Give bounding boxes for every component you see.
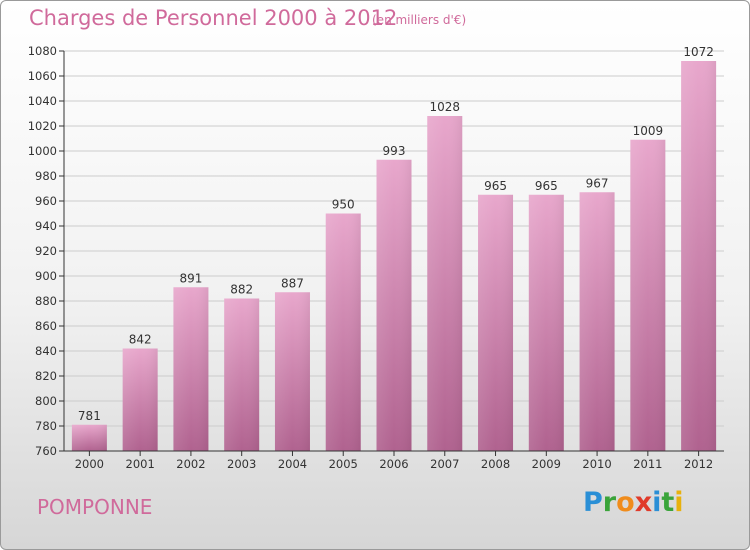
logo-letter: t <box>661 487 675 518</box>
data-label: 1009 <box>633 124 664 138</box>
x-tick-label: 2011 <box>633 457 662 471</box>
bar-shine <box>71 424 107 451</box>
data-label: 882 <box>230 283 253 297</box>
data-label: 781 <box>78 409 101 423</box>
bar-shine <box>478 194 514 451</box>
y-tick-label: 940 <box>35 219 57 233</box>
bar-shine <box>325 213 361 451</box>
data-label: 842 <box>129 333 152 347</box>
x-tick-label: 2003 <box>227 457 256 471</box>
y-tick-label: 780 <box>35 419 57 433</box>
bars <box>71 61 717 451</box>
y-tick-label: 920 <box>35 244 57 258</box>
logo-letter: o <box>616 487 635 518</box>
data-label: 1072 <box>683 45 714 59</box>
y-tick-label: 1040 <box>28 94 57 108</box>
x-tick-label: 2006 <box>379 457 408 471</box>
y-tick-label: 980 <box>35 169 57 183</box>
x-tick-label: 2000 <box>75 457 104 471</box>
data-label: 967 <box>586 176 609 190</box>
chart-title: Charges de Personnel 2000 à 2012 <box>29 6 398 30</box>
bar-shine <box>681 61 717 451</box>
y-tick-label: 800 <box>35 394 57 408</box>
axes <box>59 50 724 456</box>
commune-name: POMPONNE <box>37 495 153 519</box>
y-tick-label: 840 <box>35 344 57 358</box>
data-label: 993 <box>383 144 406 158</box>
y-tick-label: 900 <box>35 269 57 283</box>
y-tick-label: 820 <box>35 369 57 383</box>
data-label: 950 <box>332 198 355 212</box>
logo-letter: x <box>634 487 653 518</box>
labels: 760 780 800 820 840 860 880 900 920 940 960 980 1000… <box>28 44 714 471</box>
x-tick-label: 2002 <box>176 457 205 471</box>
bar-shine <box>528 194 564 451</box>
y-tick-label: 880 <box>35 294 57 308</box>
y-tick-label: 1020 <box>28 119 57 133</box>
y-tick-label: 760 <box>35 444 57 458</box>
proxiti-logo: Proxiti <box>583 487 684 518</box>
x-tick-label: 2004 <box>278 457 307 471</box>
logo-letter: r <box>602 487 617 518</box>
bar-shine <box>579 192 615 451</box>
data-label: 887 <box>281 276 304 290</box>
x-tick-label: 2008 <box>481 457 510 471</box>
x-tick-label: 2009 <box>532 457 561 471</box>
x-tick-label: 2001 <box>126 457 155 471</box>
x-tick-label: 2005 <box>329 457 358 471</box>
y-tick-label: 1080 <box>28 44 57 58</box>
bar-shine <box>630 139 666 451</box>
data-label: 1028 <box>429 100 460 114</box>
chart-subtitle: (en milliers d'€) <box>372 13 467 27</box>
bar-shine <box>376 159 412 451</box>
bar-shine <box>173 287 209 451</box>
x-tick-label: 2007 <box>430 457 459 471</box>
logo-letter: i <box>652 487 662 518</box>
data-label: 891 <box>179 271 202 285</box>
bar-shine <box>224 298 260 451</box>
y-tick-label: 860 <box>35 319 57 333</box>
bar-shine <box>427 116 463 451</box>
data-label: 965 <box>535 179 558 193</box>
bar-shine <box>274 292 310 451</box>
data-label: 965 <box>484 179 507 193</box>
y-tick-label: 960 <box>35 194 57 208</box>
logo-letter: P <box>583 487 603 518</box>
x-tick-label: 2012 <box>684 457 713 471</box>
bar-shine <box>122 348 158 451</box>
y-tick-label: 1060 <box>28 69 57 83</box>
y-tick-label: 1000 <box>28 144 57 158</box>
x-tick-label: 2010 <box>582 457 611 471</box>
logo-letter: i <box>674 487 684 518</box>
